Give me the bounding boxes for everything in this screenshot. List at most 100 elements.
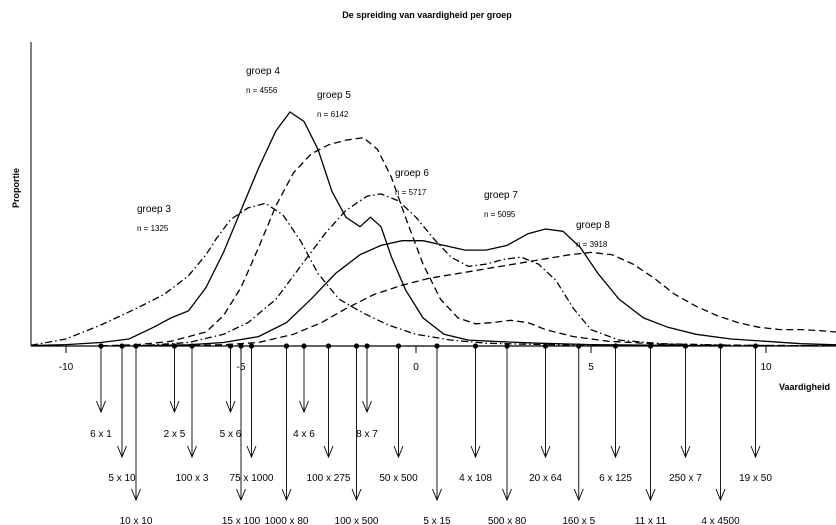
item-annotation: 50 x 500 (379, 343, 418, 484)
density-curves (30, 111, 836, 347)
x-axis-title: Vaardigheid (779, 382, 830, 392)
item-label: 19 x 50 (739, 473, 772, 484)
item-label: 4 x 6 (293, 429, 315, 440)
item-label: 500 x 80 (488, 516, 527, 525)
series-line-6 (118, 193, 836, 347)
group-name: groep 5 (317, 90, 351, 101)
item-label: 5 x 6 (220, 429, 242, 440)
x-tick-label: 5 (588, 362, 594, 373)
group-label: groep 3 n = 1325 (137, 204, 171, 233)
item-arrow-head (715, 488, 726, 502)
item-annotation: 5 x 10 (108, 343, 136, 484)
item-annotation: 4 x 6 (293, 343, 315, 440)
y-axis-title: Proportie (11, 168, 21, 208)
item-label: 6 x 1 (90, 429, 112, 440)
item-arrow-head (117, 445, 127, 459)
item-label: 20 x 64 (529, 473, 562, 484)
item-annotation: 250 x 7 (669, 343, 702, 484)
item-label: 1000 x 80 (265, 516, 309, 525)
group-name: groep 8 (576, 220, 610, 231)
group-name: groep 4 (246, 66, 280, 77)
item-annotation: 100 x 275 (307, 343, 351, 484)
item-arrow-head (96, 400, 106, 414)
item-arrow-head (470, 445, 481, 459)
item-arrow-head (750, 445, 761, 459)
group-name: groep 6 (395, 168, 429, 179)
item-label: 75 x 1000 (230, 473, 274, 484)
item-arrow-head (236, 488, 246, 502)
series-line-5 (100, 137, 836, 347)
series-line-3 (30, 202, 662, 347)
item-annotation: 10 x 10 (120, 343, 153, 525)
item-annotation: 20 x 64 (529, 343, 562, 484)
item-label: 8 x 7 (356, 429, 378, 440)
item-arrow-head (393, 445, 404, 459)
item-arrow-head (573, 488, 584, 502)
item-arrow-head (187, 445, 197, 459)
item-annotation: 6 x 125 (599, 343, 632, 484)
item-label: 11 x 11 (635, 516, 667, 525)
item-arrow-head (323, 445, 334, 459)
item-label: 100 x 275 (307, 473, 351, 484)
item-annotation: 4 x 4500 (701, 343, 740, 525)
item-annotation: 160 x 5 (562, 343, 596, 525)
item-label: 4 x 108 (459, 473, 492, 484)
item-arrow-head (169, 400, 180, 414)
item-annotation: 100 x 3 (176, 343, 209, 484)
item-annotation: 500 x 80 (488, 343, 527, 525)
group-n: n = 4556 (246, 86, 278, 95)
item-annotation: 8 x 7 (356, 343, 378, 440)
item-arrow-head (281, 488, 292, 502)
group-label: groep 8 n = 3918 (576, 220, 610, 249)
item-annotation: 4 x 108 (459, 343, 492, 484)
item-label: 5 x 10 (108, 473, 136, 484)
group-label: groep 7 n = 5095 (484, 190, 518, 219)
item-arrow-head (432, 488, 442, 502)
x-tick-label: 0 (413, 362, 419, 373)
series-line-4 (30, 111, 732, 347)
item-arrow-head (645, 488, 656, 502)
item-annotation: 15 x 100 (222, 343, 261, 525)
item-arrow-head (299, 400, 309, 414)
x-tick-label: -10 (59, 362, 74, 373)
item-annotation: 5 x 6 (220, 343, 242, 440)
item-label: 15 x 100 (222, 516, 261, 525)
group-n: n = 6142 (317, 110, 349, 119)
item-annotation: 75 x 1000 (230, 343, 274, 484)
group-n: n = 3918 (576, 240, 608, 249)
item-label: 160 x 5 (562, 516, 595, 525)
series-line-7 (135, 228, 836, 347)
item-annotation: 6 x 1 (90, 343, 112, 440)
group-n: n = 5095 (484, 210, 516, 219)
item-arrow-head (540, 445, 551, 459)
item-label: 10 x 10 (120, 516, 153, 525)
item-label: 5 x 15 (423, 516, 451, 525)
group-name: groep 7 (484, 190, 518, 201)
item-annotations: 6 x 1 5 x 10 10 x 10 2 x 5 100 x 3 5 x 6 15 x … (90, 343, 772, 525)
group-labels: groep 3 n = 1325 groep 4 n = 4556 groep 5 n =… (137, 66, 610, 249)
item-arrow-head (362, 400, 372, 414)
item-arrow-head (610, 445, 621, 459)
item-label: 6 x 125 (599, 473, 632, 484)
item-arrow-head (351, 488, 362, 502)
item-label: 100 x 3 (176, 473, 209, 484)
item-annotation: 11 x 11 (635, 343, 667, 525)
group-label: groep 5 n = 6142 (317, 90, 351, 119)
item-label: 4 x 4500 (701, 516, 740, 525)
item-arrow-head (131, 488, 141, 502)
item-arrow-head (225, 400, 236, 414)
item-annotation: 1000 x 80 (265, 343, 309, 525)
item-annotation: 2 x 5 (164, 343, 186, 440)
item-annotation: 100 x 500 (335, 343, 379, 525)
series-line-8 (170, 251, 836, 347)
item-annotation: 5 x 15 (423, 343, 451, 525)
group-n: n = 5717 (395, 188, 427, 197)
chart-title: De spreiding van vaardigheid per groep (342, 10, 512, 20)
item-arrow-head (246, 445, 257, 459)
item-label: 50 x 500 (379, 473, 418, 484)
group-name: groep 3 (137, 204, 171, 215)
item-annotation: 19 x 50 (739, 343, 772, 484)
group-label: groep 4 n = 4556 (246, 66, 280, 95)
item-label: 100 x 500 (335, 516, 379, 525)
